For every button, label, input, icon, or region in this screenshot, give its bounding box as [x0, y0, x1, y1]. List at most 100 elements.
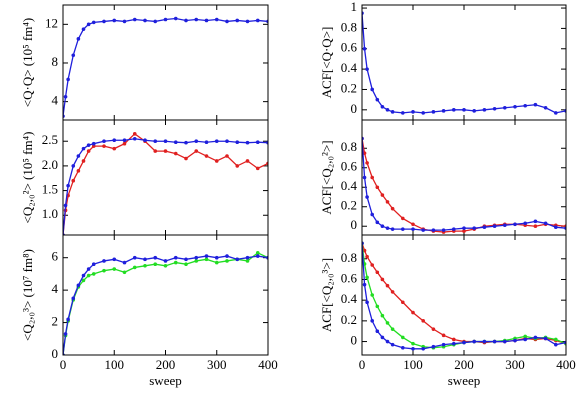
- data-point: [173, 255, 178, 260]
- data-point: [503, 339, 507, 344]
- series-line: [362, 138, 566, 231]
- data-point: [255, 140, 260, 145]
- data-point: [204, 18, 209, 23]
- data-point: [380, 335, 385, 340]
- data-point: [102, 268, 106, 273]
- data-point: [235, 257, 240, 262]
- x-tick-label: 0: [359, 357, 366, 372]
- data-point: [503, 105, 507, 110]
- data-point: [194, 139, 199, 144]
- y-tick-label: 0.6: [341, 40, 358, 55]
- data-point: [235, 140, 240, 145]
- data-point: [204, 154, 209, 158]
- data-point: [86, 267, 91, 271]
- data-point: [86, 273, 91, 278]
- y-tick-label: 0.8: [341, 19, 357, 34]
- data-point: [204, 254, 209, 258]
- y-tick-label: 6: [52, 249, 59, 264]
- data-point: [71, 296, 76, 301]
- series-line: [362, 13, 566, 114]
- data-point: [132, 265, 137, 270]
- data-point: [390, 227, 395, 231]
- data-point: [132, 132, 137, 136]
- data-point: [452, 108, 456, 112]
- y-tick-label: 0.2: [341, 312, 357, 327]
- data-point: [441, 333, 446, 338]
- data-point: [132, 17, 137, 22]
- data-point: [462, 340, 466, 345]
- data-point: [390, 290, 395, 294]
- data-point: [365, 300, 369, 305]
- series-line: [362, 243, 566, 350]
- y-tick-label: 1: [351, 0, 358, 14]
- data-point: [523, 221, 527, 226]
- data-point: [91, 20, 96, 25]
- data-point: [380, 313, 385, 318]
- x-tick-label: 200: [156, 357, 176, 372]
- y-tick-label: 0.6: [341, 159, 358, 174]
- data-point: [503, 223, 507, 228]
- data-point: [112, 138, 117, 143]
- data-point: [365, 67, 369, 71]
- data-point: [390, 110, 395, 114]
- data-point: [71, 178, 76, 183]
- data-point: [375, 270, 380, 275]
- data-point: [214, 255, 219, 260]
- data-point: [91, 144, 96, 148]
- data-point: [385, 283, 390, 288]
- data-point: [411, 222, 415, 227]
- data-point: [81, 27, 86, 31]
- data-point: [554, 111, 558, 115]
- data-point: [462, 108, 466, 112]
- data-point: [533, 224, 538, 229]
- data-point: [163, 17, 168, 22]
- data-point: [441, 228, 446, 232]
- y-tick-label: 4: [52, 93, 59, 108]
- data-point: [91, 272, 96, 276]
- y-tick-label: 0: [351, 101, 358, 116]
- data-point: [543, 105, 548, 110]
- data-point: [255, 166, 260, 171]
- plot-frame: [62, 119, 269, 236]
- data-point: [76, 283, 81, 288]
- plot-frame: [62, 234, 269, 356]
- data-point: [385, 226, 390, 230]
- data-point: [492, 107, 497, 111]
- data-point: [385, 321, 390, 325]
- y-tick-label: 0.8: [341, 250, 357, 265]
- data-point: [235, 164, 240, 168]
- data-point: [401, 335, 405, 340]
- data-point: [122, 138, 127, 143]
- data-point: [362, 46, 367, 51]
- data-point: [153, 139, 158, 144]
- data-point: [163, 149, 168, 153]
- y-tick-label: 0.2: [341, 80, 357, 95]
- data-point: [375, 97, 380, 102]
- y-tick-label: 8: [52, 54, 59, 69]
- data-point: [411, 346, 415, 351]
- data-point: [431, 110, 436, 114]
- data-point: [81, 273, 86, 278]
- data-point: [194, 17, 199, 22]
- data-point: [112, 18, 117, 23]
- y-tick-label: 0: [52, 346, 59, 361]
- data-point: [472, 109, 477, 113]
- x-tick-label: 400: [258, 357, 278, 372]
- data-point: [375, 304, 380, 309]
- y-tick-label: 0.4: [341, 291, 358, 306]
- data-point: [86, 143, 91, 147]
- data-point: [482, 339, 487, 344]
- series-line: [63, 132, 268, 235]
- data-point: [102, 19, 106, 24]
- data-point: [380, 193, 385, 197]
- y-tick-label: 0.2: [341, 198, 357, 213]
- data-point: [235, 18, 240, 23]
- y-tick-label: 0: [351, 217, 358, 232]
- data-point: [385, 339, 390, 344]
- data-point: [380, 277, 385, 282]
- data-point: [492, 224, 497, 229]
- y-tick-label: 1.0: [42, 206, 58, 221]
- data-point: [225, 19, 229, 24]
- data-point: [184, 257, 188, 262]
- data-point: [66, 183, 70, 188]
